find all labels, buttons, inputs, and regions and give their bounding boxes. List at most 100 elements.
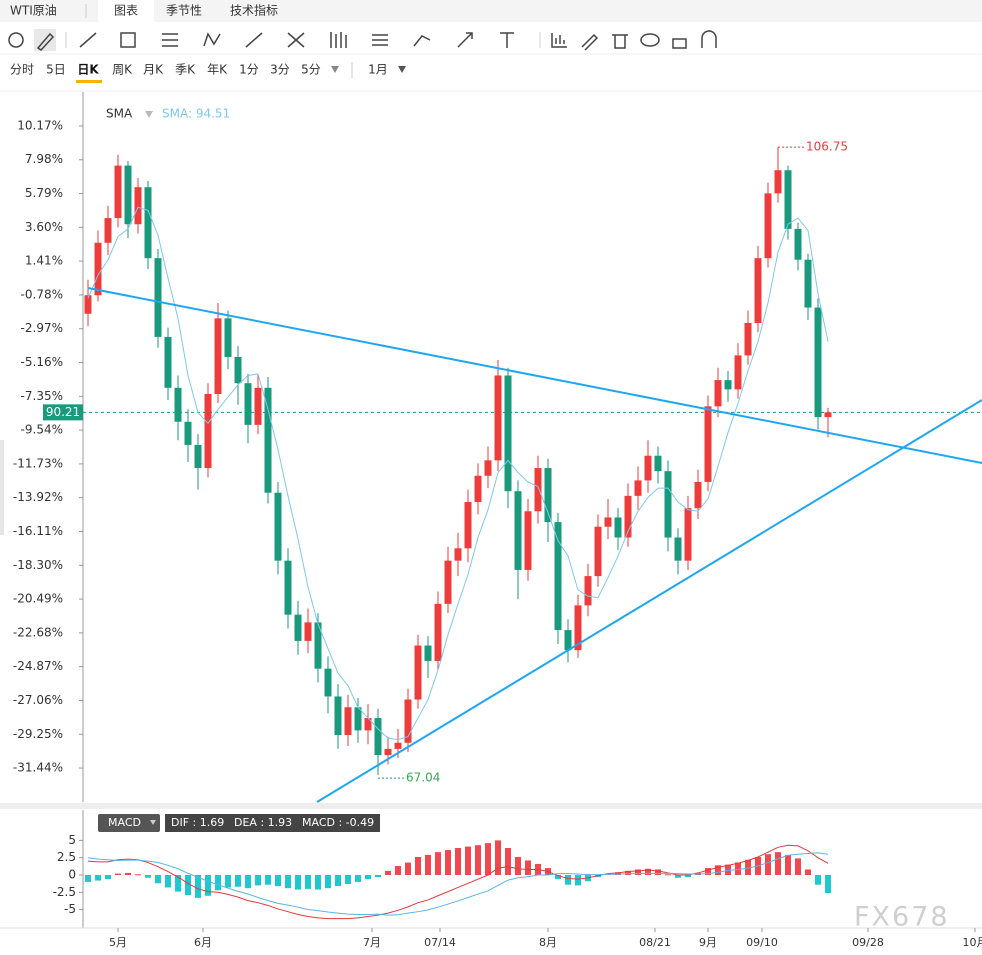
- candle-body: [444, 560, 452, 604]
- legend-arrow[interactable]: [145, 111, 153, 118]
- candle-body: [504, 375, 512, 492]
- candle-body: [824, 412, 832, 418]
- indicator-button[interactable]: [98, 814, 160, 832]
- period-option[interactable]: 月K: [143, 63, 164, 77]
- period-option[interactable]: 季K: [175, 63, 196, 77]
- high-label: 106.75: [806, 140, 848, 154]
- candle-body: [454, 548, 462, 561]
- dropdown-arrow[interactable]: [150, 820, 156, 825]
- y-tick-label: -2.97%: [21, 321, 63, 335]
- period-option[interactable]: 1分: [239, 63, 259, 77]
- macd-bar: [625, 870, 631, 875]
- y-tick-label: -18.30%: [13, 558, 63, 572]
- last-price-tag: [43, 404, 83, 421]
- candle-body: [724, 380, 732, 390]
- y-tick-label: -11.73%: [13, 456, 63, 470]
- candle-body: [674, 537, 682, 561]
- candle-body: [314, 622, 322, 669]
- icon[interactable]: [701, 30, 717, 48]
- macd-bar: [795, 858, 801, 875]
- icon[interactable]: [36, 32, 55, 51]
- icon[interactable]: [203, 32, 221, 47]
- candle-body: [194, 444, 202, 469]
- candle-body: [154, 258, 162, 337]
- period-option[interactable]: 日K: [77, 63, 99, 77]
- x-tick-label: 7月: [363, 936, 381, 949]
- icon[interactable]: [640, 33, 660, 47]
- macd-bar: [375, 875, 381, 878]
- candle-body: [144, 187, 152, 259]
- icon[interactable]: [8, 32, 24, 48]
- icon[interactable]: [287, 32, 305, 48]
- x-tick-label: 8月: [539, 936, 557, 949]
- macd-bar: [765, 854, 771, 875]
- macd-bar: [735, 862, 741, 875]
- candle-body: [524, 511, 532, 570]
- indicator-button-label[interactable]: MACD: [108, 816, 141, 829]
- icon[interactable]: [330, 32, 347, 48]
- icon[interactable]: [457, 32, 473, 48]
- icon[interactable]: [120, 32, 136, 48]
- tab-bar: [0, 0, 982, 22]
- candle-body: [704, 406, 712, 482]
- y-tick-label: -27.06%: [13, 693, 63, 707]
- tab[interactable]: 技术指标: [230, 3, 278, 18]
- candle-body: [404, 699, 412, 743]
- period-option[interactable]: 年K: [207, 63, 228, 77]
- icon[interactable]: [581, 33, 599, 51]
- y-tick-label: -20.49%: [13, 592, 63, 606]
- icon[interactable]: [551, 33, 567, 48]
- side-handle[interactable]: [0, 440, 4, 535]
- candle-body: [484, 460, 492, 476]
- candle-body: [174, 387, 182, 422]
- icon[interactable]: [612, 34, 628, 49]
- range-select[interactable]: 1月: [368, 63, 388, 77]
- candle-body: [384, 748, 392, 756]
- candle-body: [424, 645, 432, 661]
- macd-bar: [415, 857, 421, 875]
- x-tick-label: 08/21: [639, 936, 671, 949]
- period-option[interactable]: 5分: [301, 63, 321, 77]
- candle-body: [734, 355, 742, 390]
- macd-bar: [295, 875, 301, 890]
- period-option[interactable]: 周K: [112, 63, 133, 77]
- candle-body: [284, 560, 292, 615]
- icon[interactable]: [672, 38, 687, 49]
- candle-body: [164, 336, 172, 388]
- tab[interactable]: 季节性: [166, 4, 202, 18]
- tab[interactable]: 图表: [114, 4, 138, 18]
- candle-body: [554, 522, 562, 631]
- icon[interactable]: [79, 32, 97, 48]
- candle-body: [664, 471, 672, 538]
- icon[interactable]: [162, 33, 178, 47]
- y-tick-label: -2.5: [53, 885, 76, 899]
- macd-bar: [805, 869, 811, 875]
- macd-bar: [565, 875, 571, 885]
- macd-bar: [215, 875, 221, 891]
- period-option[interactable]: 3分: [270, 63, 290, 77]
- dropdown-arrow[interactable]: [331, 66, 339, 73]
- icon[interactable]: [413, 35, 431, 47]
- macd-bar: [465, 846, 471, 875]
- y-tick-label: -24.87%: [13, 659, 63, 673]
- macd-bar: [665, 874, 671, 876]
- period-option[interactable]: 5日: [46, 63, 66, 77]
- candle-body: [124, 165, 132, 225]
- toolbar: [8, 29, 717, 51]
- macd-bar: [675, 875, 681, 878]
- macd-bar: [335, 875, 341, 887]
- macd-bar: [305, 875, 311, 889]
- candle-body: [474, 475, 482, 503]
- macd-bar: [165, 875, 171, 888]
- icon[interactable]: [245, 32, 263, 48]
- candle-body: [754, 258, 762, 324]
- period-option[interactable]: 分时: [10, 63, 34, 77]
- icon[interactable]: [372, 34, 388, 46]
- dropdown-arrow[interactable]: [398, 66, 406, 73]
- icon[interactable]: [500, 32, 514, 48]
- y-tick-label: 2.5: [57, 850, 76, 864]
- macd-bar: [705, 868, 711, 875]
- macd-bar: [85, 875, 91, 882]
- macd-bar: [455, 848, 461, 875]
- macd-bar: [95, 875, 101, 881]
